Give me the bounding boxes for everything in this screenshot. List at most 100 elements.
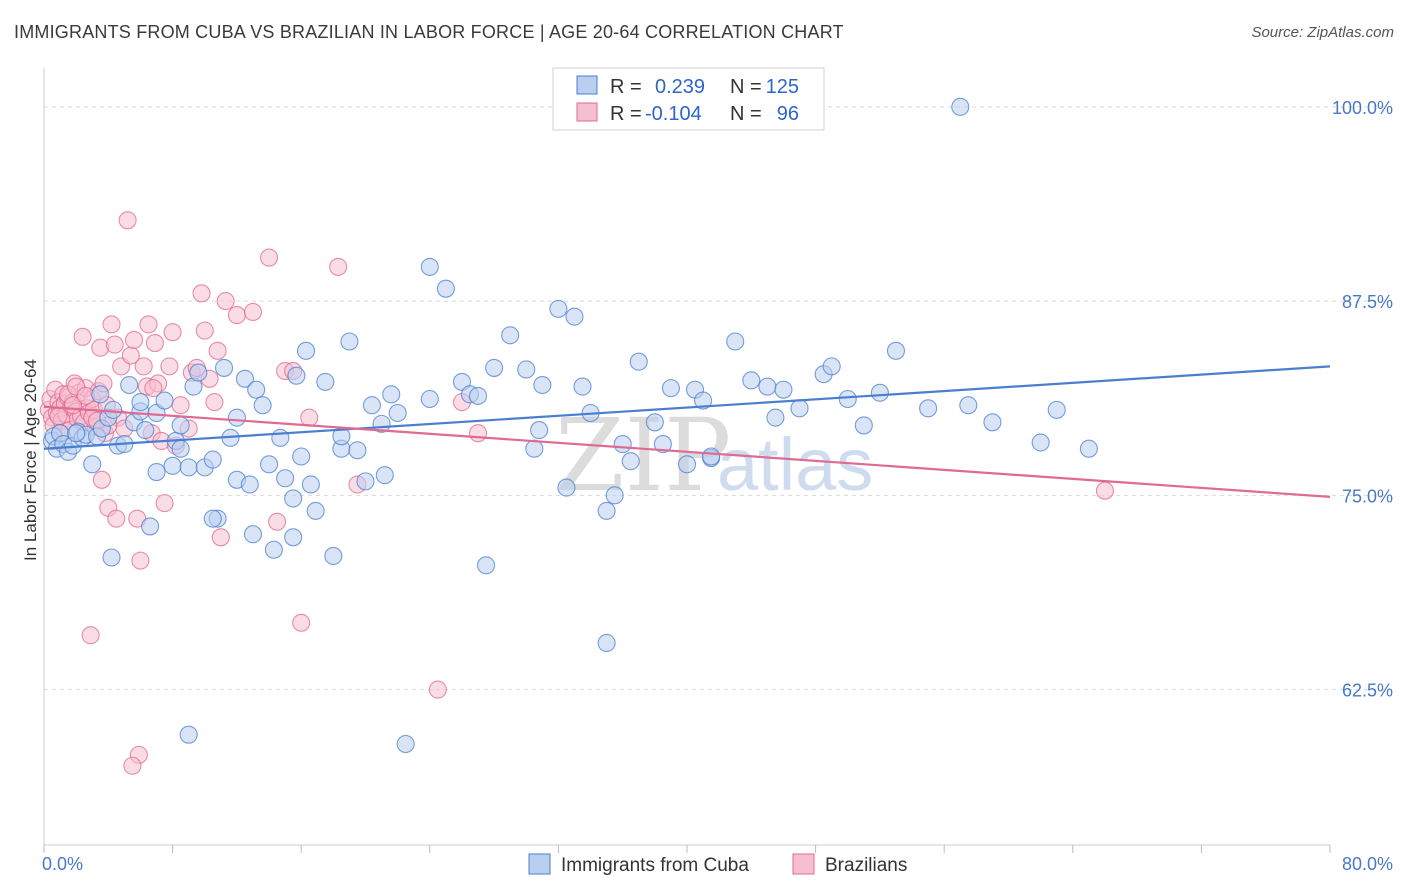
cuba-point [436, 279, 455, 298]
cuba-point [517, 360, 536, 379]
cuba-point [854, 416, 873, 435]
cuba-point [83, 455, 102, 474]
axes [43, 68, 1331, 853]
cuba-point [284, 528, 303, 547]
cuba-point [155, 391, 174, 410]
cuba-point [324, 546, 343, 566]
bottom-legend-brazil-label: Brazilians [825, 855, 907, 876]
brazil-point [139, 315, 158, 334]
brazil-point [102, 315, 121, 334]
cuba-point [120, 375, 139, 395]
cuba-point [420, 257, 439, 276]
cuba-point [104, 400, 123, 419]
cuba-point [301, 475, 320, 494]
y-axis-title: In Labor Force | Age 20-64 [21, 359, 40, 561]
cuba-point [983, 413, 1002, 432]
tick-labels: 62.5% 75.0% 87.5% 100.0% 0.0% 80.0% [42, 98, 1393, 874]
brazil-point [124, 330, 144, 350]
brazil-point [268, 512, 287, 531]
cuba-point [870, 383, 889, 402]
brazil-point [208, 341, 227, 360]
brazil-point [73, 327, 92, 346]
brazil-point [131, 551, 150, 570]
legend-cuba-r-label: R = [610, 76, 642, 98]
cuba-point [822, 357, 841, 376]
brazil-point [211, 528, 230, 547]
cuba-point [533, 375, 552, 395]
brazil-point [81, 626, 100, 645]
cuba-point [1031, 433, 1050, 452]
cuba-point [362, 396, 381, 415]
cuba-point [340, 332, 359, 351]
cuba-point [91, 385, 110, 404]
cuba-point [179, 458, 198, 477]
cuba-point [179, 725, 198, 744]
cuba-point [742, 371, 761, 390]
brazil-point [107, 509, 126, 528]
brazil-point [329, 257, 348, 276]
cuba-point [67, 424, 86, 443]
brazil-point [1095, 481, 1114, 500]
cuba-point [766, 408, 785, 427]
brazil-point [105, 335, 124, 354]
brazil-point [145, 334, 164, 353]
cuba-point [253, 396, 272, 415]
legend-box: R = 0.239 N = 125 R = -0.104 N = 96 [552, 67, 825, 131]
cuba-point [573, 377, 592, 396]
watermark-atlas: atlas [717, 423, 873, 506]
cuba-point [316, 372, 335, 391]
cuba-point [959, 396, 978, 415]
brazil-point [468, 424, 488, 443]
y-tick-label: 87.5% [1342, 292, 1393, 312]
cuba-point [131, 393, 150, 412]
cuba-point [163, 456, 182, 475]
cuba-point [420, 389, 439, 409]
cuba-point [141, 517, 160, 536]
cuba-point [597, 501, 616, 520]
cuba-point [774, 380, 793, 399]
chart-title: IMMIGRANTS FROM CUBA VS BRAZILIAN IN LAB… [14, 22, 844, 42]
cuba-point [525, 439, 544, 458]
legend-brazil-r-label: R = [610, 103, 642, 125]
cuba-point [886, 341, 906, 360]
trend-lines [43, 365, 1331, 499]
brazil-point [160, 357, 179, 376]
brazil-point [192, 284, 211, 303]
cuba-point [530, 421, 549, 440]
cuba-point [468, 386, 488, 405]
cuba-point [629, 352, 648, 371]
cuba-point [356, 472, 375, 491]
cuba-point [1079, 439, 1098, 458]
brazil-point [155, 494, 174, 513]
brazil-point [243, 302, 263, 322]
cuba-point [235, 369, 254, 388]
x-tick-label: 80.0% [1342, 854, 1393, 874]
brazil-point [118, 211, 137, 230]
legend-brazil-n-value: 96 [777, 103, 799, 125]
y-tick-label: 62.5% [1342, 681, 1393, 701]
brazil-point [300, 408, 319, 427]
brazil-point [92, 470, 111, 489]
cuba-point [271, 428, 290, 447]
legend-cuba-n-label: N = [730, 76, 762, 98]
cuba-point [102, 548, 121, 567]
brazil-point [227, 306, 246, 325]
cuba-point [147, 462, 166, 482]
cuba-point [790, 399, 809, 418]
cuba-point [694, 391, 713, 410]
cuba-point [557, 478, 576, 497]
bottom-legend-cuba-swatch [528, 853, 551, 875]
cuba-point [485, 358, 504, 377]
cuba-point [171, 439, 190, 458]
legend-cuba-n-value: 125 [766, 76, 799, 98]
cuba-point [296, 341, 316, 360]
cuba-point [203, 509, 222, 528]
legend-brazil-r-value: -0.104 [645, 103, 702, 125]
cuba-point [549, 299, 568, 318]
source-label: Source: ZipAtlas.com [1251, 24, 1394, 41]
brazil-point [259, 248, 279, 267]
cuba-point [1047, 400, 1066, 419]
cuba-trend-line [43, 365, 1331, 450]
bottom-legend-cuba-label: Immigrants from Cuba [561, 855, 749, 876]
